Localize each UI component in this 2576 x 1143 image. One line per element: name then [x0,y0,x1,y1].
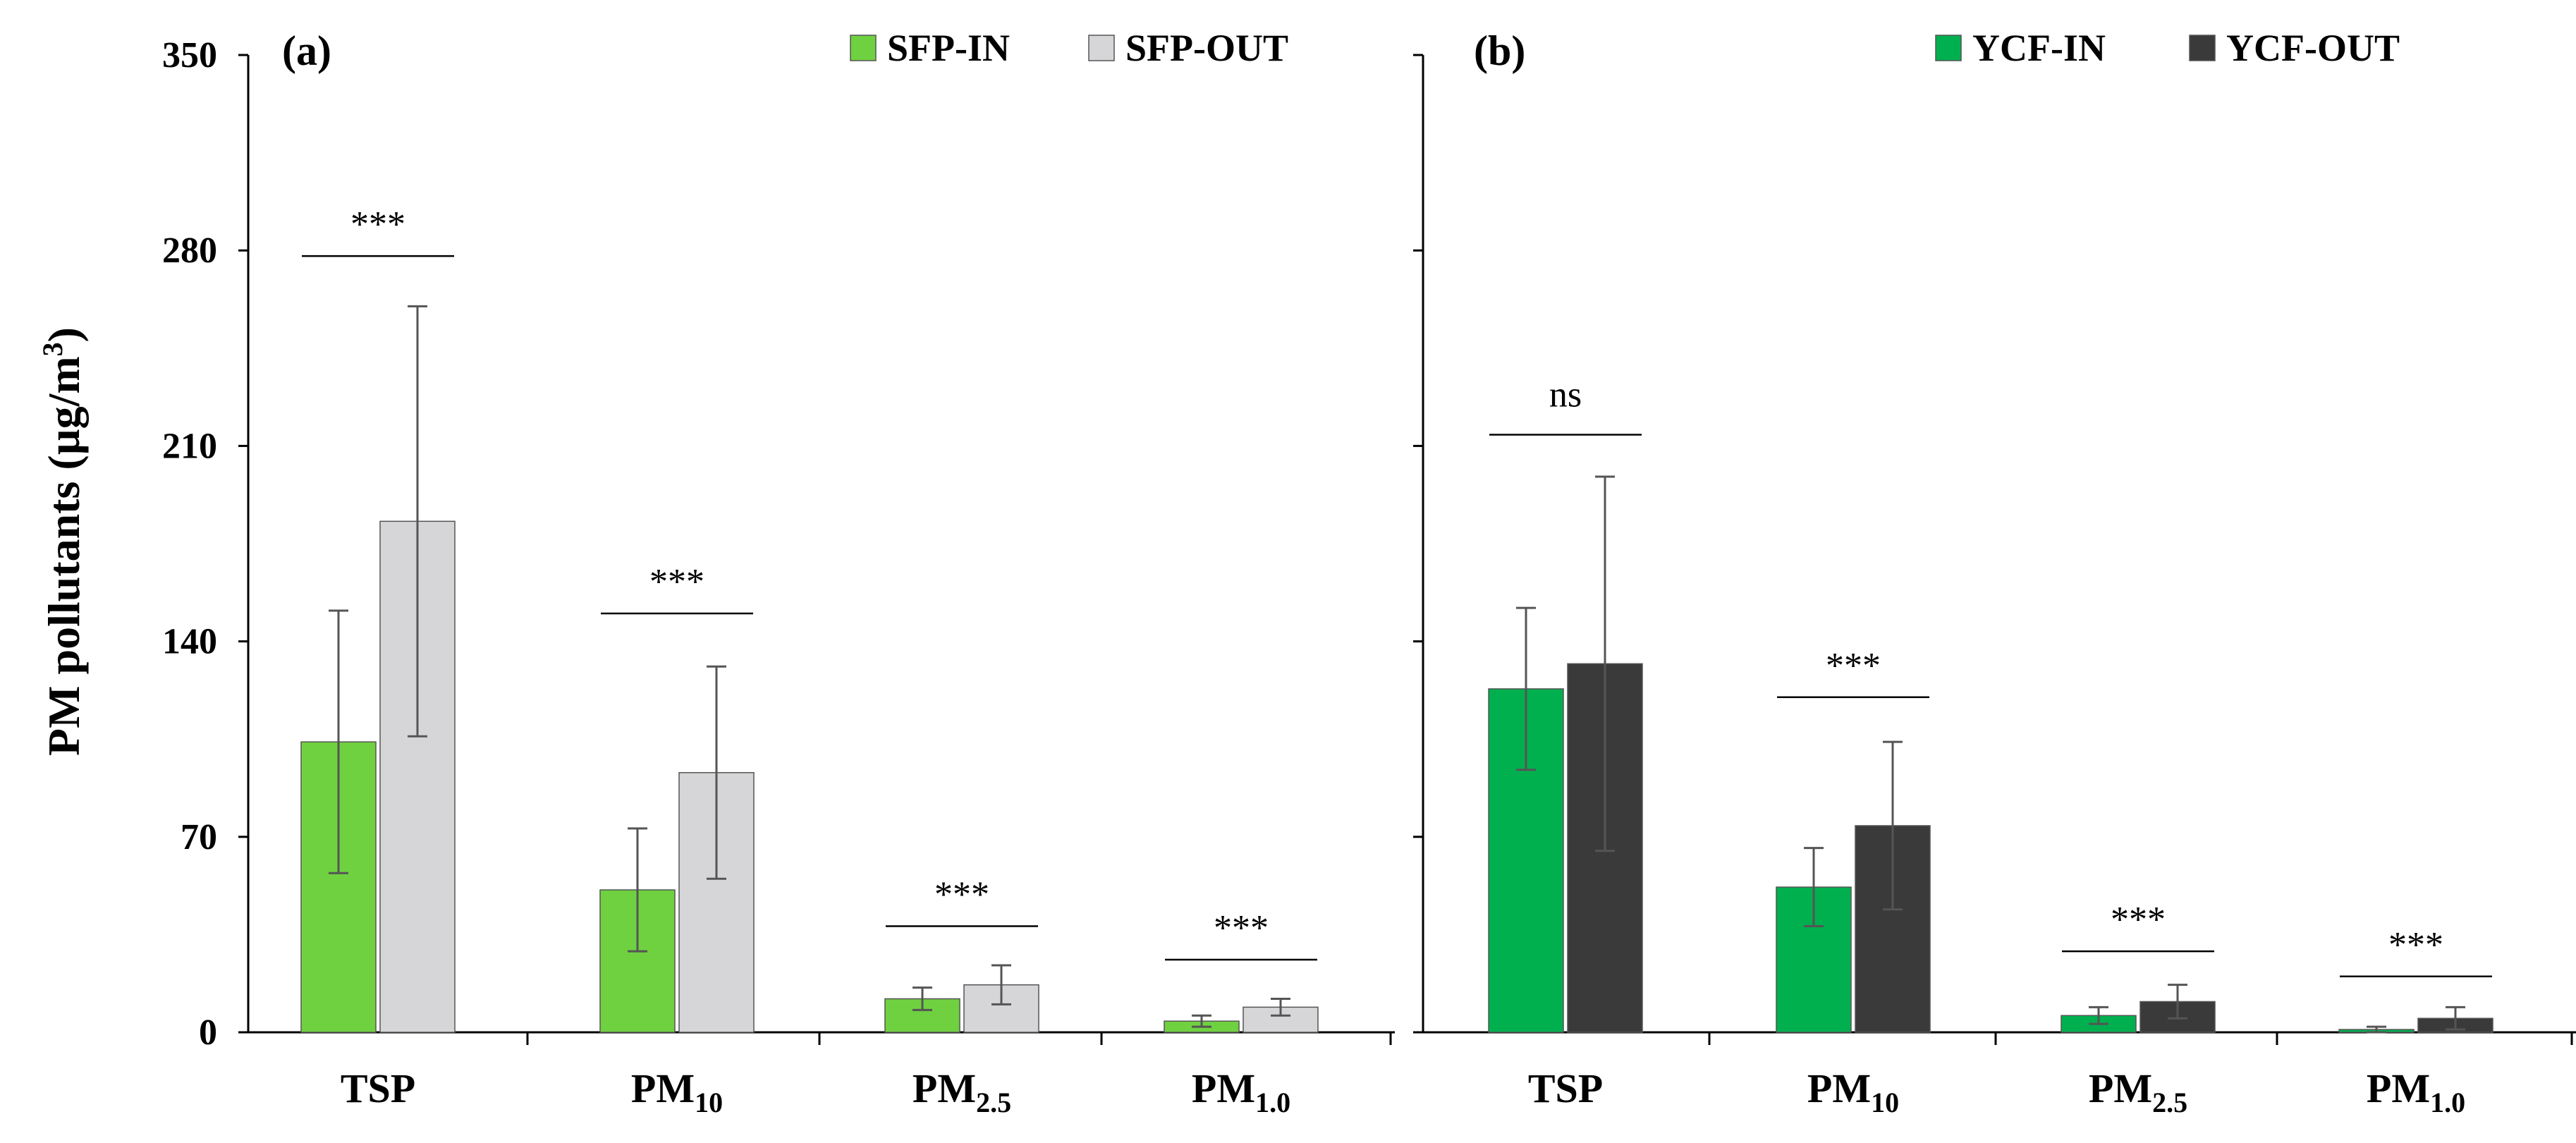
legend-swatch [2189,35,2216,61]
x-category-label: PM10 [1807,1065,1899,1118]
chart-panel-b: ns *** *** *** TSP PM10 PM2.5 PM1.0 (b) YCF-IN YCF… [1413,27,2576,1118]
legend-swatch [850,35,877,61]
legend-label: SFP-IN [887,27,1010,69]
legend-swatch [1935,35,1962,61]
legend-label: YCF-OUT [2226,27,2400,69]
significance-label: *** [2111,900,2166,940]
legend-label: YCF-IN [1972,27,2106,69]
x-category-label: PM10 [631,1065,723,1118]
significance-label: *** [1214,908,1269,948]
significance-label: *** [649,562,704,602]
y-tick-label: 210 [162,426,217,466]
y-axis-label-close: ) [39,327,89,342]
x-category-label: PM2.5 [912,1065,1011,1118]
x-category-label: PM1.0 [1192,1065,1290,1118]
x-category-label: PM2.5 [2089,1065,2187,1118]
x-category-label: TSP [341,1065,415,1111]
significance-label: *** [1826,646,1881,686]
y-tick-label: 70 [181,817,217,857]
y-tick-label: 350 [162,35,217,75]
chart-panel-a: 0 70 140 210 280 350 *** *** *** *** TSP PM10 PM2.5 P… [162,27,1395,1118]
legend-label: SFP-OUT [1125,27,1288,69]
y-axis-label: PM pollutants (µg/m3) [37,327,89,756]
y-axis-label-main: PM pollutants (µg/m [39,356,89,756]
x-category-label: TSP [1528,1065,1603,1111]
y-tick-label: 140 [162,622,217,662]
y-tick-label: 0 [199,1013,217,1053]
panel-label: (a) [282,27,331,74]
legend-swatch [1088,35,1115,61]
panel-label: (b) [1474,27,1525,74]
significance-label: ns [1549,375,1582,415]
y-axis-label-sup: 3 [37,342,68,356]
x-category-label: PM1.0 [2367,1065,2465,1118]
y-tick-label: 280 [162,231,217,271]
significance-label: *** [2388,925,2443,965]
significance-label: *** [934,875,989,915]
significance-label: *** [350,204,405,245]
